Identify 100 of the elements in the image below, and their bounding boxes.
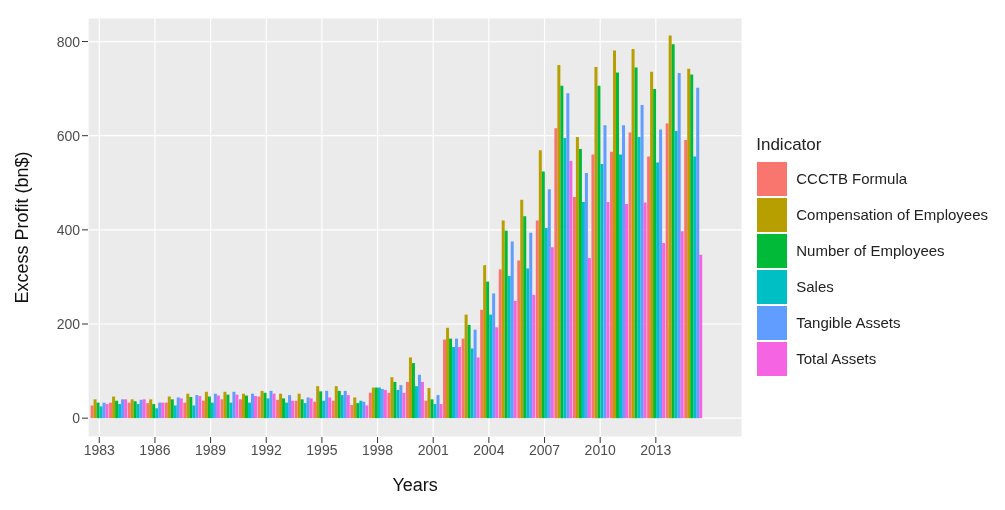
legend-label: Sales xyxy=(796,278,834,295)
legend-label: Total Assets xyxy=(796,350,877,367)
bar xyxy=(297,393,301,419)
bar xyxy=(346,395,350,419)
bar xyxy=(300,399,304,419)
bar xyxy=(473,329,477,419)
bar xyxy=(480,309,484,419)
bar xyxy=(257,396,261,419)
x-tick-label: 1989 xyxy=(195,441,227,458)
bar xyxy=(504,230,508,419)
bar xyxy=(319,391,323,419)
bar xyxy=(266,398,270,419)
bar xyxy=(112,396,116,419)
bar xyxy=(501,220,505,419)
bar xyxy=(523,216,527,419)
bar xyxy=(337,390,341,419)
y-tick-label: 400 xyxy=(56,221,81,238)
bar xyxy=(680,231,684,419)
bar xyxy=(387,392,391,419)
bar xyxy=(399,385,403,419)
bar xyxy=(365,405,369,419)
bar xyxy=(343,390,347,419)
bar xyxy=(115,400,119,419)
bar xyxy=(90,405,94,419)
bar xyxy=(513,300,517,419)
bar xyxy=(687,68,691,419)
bar xyxy=(393,381,397,419)
bar xyxy=(340,395,344,419)
x-axis-title: Years xyxy=(392,475,438,495)
bar xyxy=(424,400,428,419)
bar xyxy=(449,338,453,419)
bar xyxy=(433,404,437,419)
bar xyxy=(353,397,357,419)
x-tick-label: 1983 xyxy=(83,441,116,458)
x-tick-label: 1998 xyxy=(361,441,394,458)
bar xyxy=(495,327,499,419)
bar xyxy=(149,399,153,419)
bar xyxy=(183,402,187,419)
bar xyxy=(313,401,317,419)
bar xyxy=(402,392,406,419)
bar xyxy=(173,405,177,419)
legend-label: Tangible Assets xyxy=(796,314,901,331)
legend-label: Compensation of Employees xyxy=(796,206,988,223)
bar xyxy=(204,391,208,419)
bar xyxy=(668,35,672,419)
bar xyxy=(276,399,280,419)
bar xyxy=(452,347,456,419)
bar xyxy=(600,163,604,419)
bar xyxy=(594,66,598,419)
bar xyxy=(656,162,660,419)
bar xyxy=(207,396,211,419)
bar xyxy=(572,196,576,419)
bar xyxy=(229,402,233,419)
bar xyxy=(152,404,156,419)
bar xyxy=(396,389,400,419)
bar xyxy=(560,85,564,419)
bar xyxy=(569,161,573,419)
bar xyxy=(461,338,465,419)
bar xyxy=(566,93,570,419)
bar xyxy=(631,49,635,419)
bar xyxy=(390,377,394,419)
x-tick-label: 1992 xyxy=(250,441,283,458)
bar xyxy=(619,154,623,419)
bar xyxy=(118,404,122,419)
bar xyxy=(693,156,697,419)
bar xyxy=(610,151,614,419)
bar xyxy=(637,137,641,419)
bar xyxy=(699,254,703,419)
y-tick-label: 600 xyxy=(56,127,81,144)
bar xyxy=(544,227,548,419)
bar xyxy=(677,73,681,419)
bar xyxy=(201,400,205,419)
x-tick-label: 2010 xyxy=(584,441,616,458)
bar xyxy=(517,260,521,419)
bar xyxy=(547,189,551,419)
bar xyxy=(665,123,669,419)
bar xyxy=(584,172,588,419)
bar xyxy=(653,89,657,419)
bar xyxy=(470,348,474,419)
bar xyxy=(483,265,487,419)
bar xyxy=(550,247,554,419)
bar xyxy=(535,220,539,419)
bar xyxy=(288,395,292,419)
bar xyxy=(417,374,421,419)
bar xyxy=(334,386,338,419)
x-tick-label: 2007 xyxy=(528,441,561,458)
y-axis-title: Excess Profit (bn$) xyxy=(12,151,33,304)
bar xyxy=(563,138,567,419)
y-tick-label: 0 xyxy=(72,410,81,427)
bar xyxy=(606,202,610,419)
bar xyxy=(696,87,700,419)
x-tick-label: 2004 xyxy=(473,441,505,458)
legend-title: Indicator xyxy=(756,134,823,155)
bar xyxy=(628,132,632,419)
bar xyxy=(690,74,694,419)
bar xyxy=(622,125,626,419)
bar xyxy=(659,129,663,419)
bar xyxy=(557,65,561,419)
bar xyxy=(613,50,617,419)
bar xyxy=(578,148,582,419)
